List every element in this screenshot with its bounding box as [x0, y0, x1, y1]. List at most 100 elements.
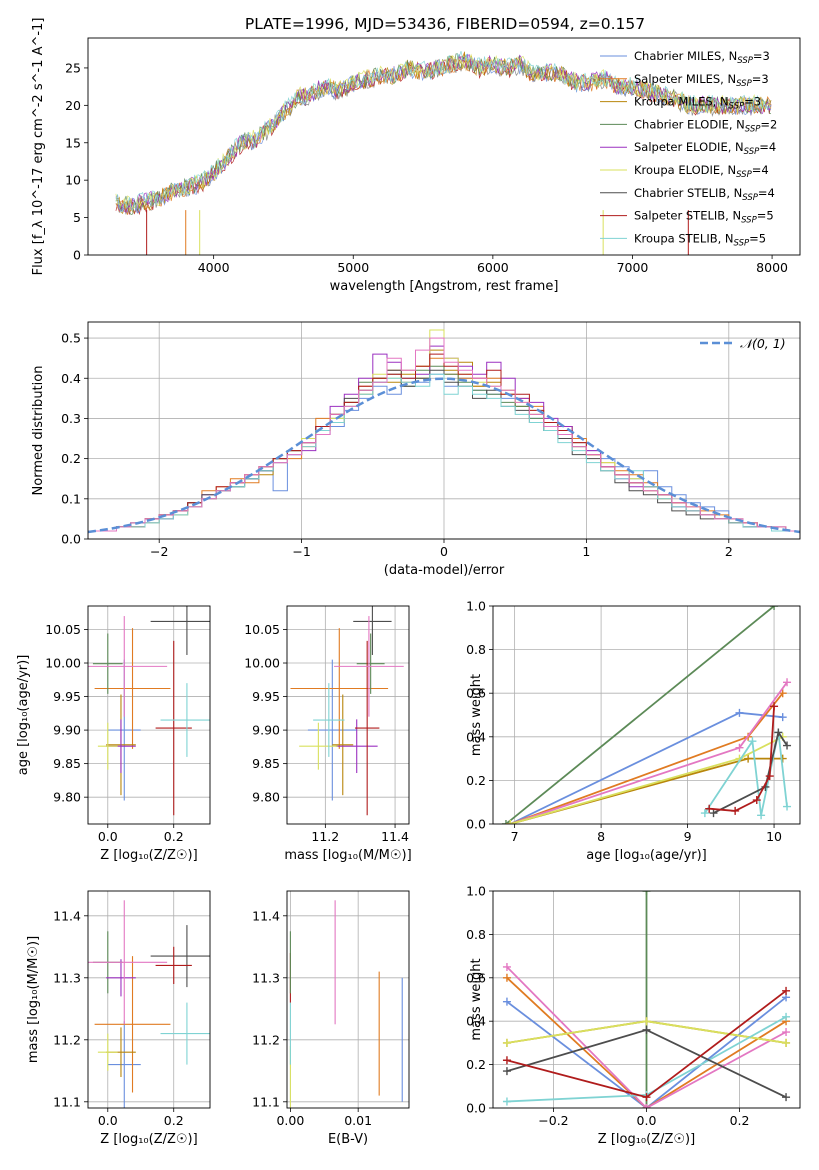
y-tick-label: 11.3 [252, 970, 280, 985]
y-axis-label: mass [log₁₀(M/M☉)] [26, 936, 41, 1063]
y-tick-label: 9.80 [252, 790, 280, 805]
mass-weight-marker [783, 678, 792, 687]
mass-weight-line [505, 606, 775, 824]
y-tick-label: 0.0 [61, 532, 81, 547]
y-tick-label: 11.4 [53, 908, 81, 923]
mass-weight-marker [748, 737, 757, 746]
axes-frame [87, 37, 801, 256]
axes-frame [286, 605, 410, 825]
mass-weight-marker [502, 1038, 511, 1047]
plot-area [115, 50, 772, 255]
y-tick-label: 11.2 [252, 1032, 280, 1047]
y-tick-label: 10.05 [244, 622, 280, 637]
x-axis-label: age [log₁₀(age/yr)] [586, 848, 707, 863]
x-tick-label: 7000 [617, 260, 649, 275]
legend-entry: Kroupa MILES, NSSP=3 [634, 95, 761, 112]
axes-frame [286, 890, 410, 1109]
x-tick-label: 11.2 [311, 829, 339, 844]
legend-entry: Kroupa ELODIE, NSSP=4 [634, 163, 769, 180]
spectrum-line [115, 54, 772, 213]
plot-area [290, 606, 404, 816]
x-tick-label: 0.01 [344, 1113, 372, 1128]
mass-weight-marker [642, 1017, 651, 1026]
mass-weight-marker [642, 891, 651, 895]
y-tick-label: 10 [65, 173, 81, 188]
y-tick-label: 9.85 [53, 756, 81, 771]
y-axis-label: mass weight [469, 674, 484, 756]
legend-entry: Chabrier STELIB, NSSP=4 [634, 186, 775, 203]
mass-weight-marker [735, 743, 744, 752]
mass-weight-marker [506, 820, 515, 824]
mass-weight-marker [783, 741, 792, 750]
y-axis-label: Normed distribution [31, 366, 46, 496]
y-tick-label: 0.4 [61, 371, 81, 386]
axes-frame [492, 605, 801, 825]
plot-area [501, 606, 792, 824]
mass-weight-marker [501, 820, 510, 824]
x-tick-label: −1 [292, 544, 310, 559]
normal-curve [88, 377, 800, 534]
y-tick-label: 9.90 [53, 723, 81, 738]
x-tick-label: 0.2 [164, 1113, 184, 1128]
panel-mass-vs-Z: 0.0 0.2 11.1 11.2 11.3 11.4 Z [log₁₀(Z/Z☉)] mas… [26, 890, 211, 1147]
x-tick-label: 0.2 [730, 1113, 750, 1128]
spectrum-legend: Chabrier MILES, NSSP=3 Salpeter MILES, NS… [600, 49, 777, 248]
y-tick-label: 0 [73, 248, 81, 263]
mass-weight-marker [782, 986, 791, 995]
mass-weight-marker [778, 713, 787, 722]
mass-weight-marker [731, 806, 740, 815]
mass-weight-marker [765, 772, 774, 781]
mass-weight-line [506, 977, 787, 1108]
plot-area [88, 329, 800, 539]
x-tick-label: 2 [725, 544, 733, 559]
mass-weight-marker [642, 1025, 651, 1034]
y-tick-label: 11.2 [53, 1032, 81, 1047]
y-tick-label: 11.3 [53, 970, 81, 985]
y-tick-label: 0.0 [466, 1101, 486, 1116]
y-axis-label: Flux [f_λ 10^-17 erg cm^-2 s^-1 A^-1] [31, 18, 46, 276]
x-tick-label: 7 [511, 829, 519, 844]
legend-entry: Kroupa STELIB, NSSP=5 [634, 231, 766, 248]
x-tick-label: 0 [440, 544, 448, 559]
mass-weight-marker [502, 997, 511, 1006]
mass-weight-marker [700, 809, 709, 818]
mass-weight-marker [752, 796, 761, 805]
y-tick-label: 11.4 [252, 908, 280, 923]
axes-frame [87, 890, 211, 1109]
legend-entry: Chabrier MILES, NSSP=3 [634, 49, 770, 66]
panel-spectrum: 4000 5000 6000 7000 8000 0 5 10 15 20 25 wavelength… [31, 18, 801, 294]
spectrum-title: PLATE=1996, MJD=53436, FIBERID=0594, z=0… [245, 15, 645, 33]
y-tick-label: 20 [65, 98, 81, 113]
x-axis-label: mass [log₁₀(M/M☉)] [284, 848, 411, 863]
x-tick-label: 1 [582, 544, 590, 559]
legend-entry: Salpeter STELIB, NSSP=5 [634, 209, 774, 226]
mass-weight-marker [502, 1056, 511, 1065]
histogram-series [88, 369, 800, 539]
x-tick-label: 0.0 [637, 1113, 657, 1128]
x-axis-label: E(B-V) [328, 1132, 368, 1147]
legend-entry: Salpeter MILES, NSSP=3 [634, 72, 769, 89]
x-tick-label: 0.2 [164, 829, 184, 844]
panel-age-vs-mass: 11.2 11.4 9.80 9.85 9.90 9.95 10.00 10.05 mass [… [244, 605, 412, 863]
mass-weight-line [506, 966, 787, 1108]
mass-weight-marker [782, 1012, 791, 1021]
y-tick-label: 0.6 [466, 686, 486, 701]
mass-weight-marker [782, 1028, 791, 1037]
y-tick-label: 0.6 [466, 970, 486, 985]
mass-weight-marker [735, 708, 744, 717]
y-tick-label: 0.5 [61, 331, 81, 346]
y-tick-label: 0.4 [466, 729, 486, 744]
panel-mass-weight-vs-age: 7 8 9 10 0.0 0.2 0.4 0.6 0.8 1.0 age [log₁₀(age/yr… [466, 599, 801, 863]
mass-weight-marker [770, 702, 779, 711]
legend-entry: Chabrier ELODIE, NSSP=2 [634, 117, 777, 134]
y-tick-label: 25 [65, 60, 81, 75]
y-tick-label: 0.2 [466, 773, 486, 788]
x-tick-label: 9 [684, 829, 692, 844]
y-tick-label: 0.8 [466, 642, 486, 657]
mass-weight-marker [782, 1038, 791, 1047]
panel-mass-weight-vs-Z: −0.2 0.0 0.2 0.0 0.2 0.4 0.6 0.8 1.0 Z [log₁₀(Z/Z… [466, 884, 801, 1147]
y-tick-label: 0.8 [466, 927, 486, 942]
panel-age-vs-Z: 0.0 0.2 9.80 9.85 9.90 9.95 10.00 10.05 Z [log₁₀… [16, 605, 211, 863]
x-tick-label: −2 [150, 544, 168, 559]
